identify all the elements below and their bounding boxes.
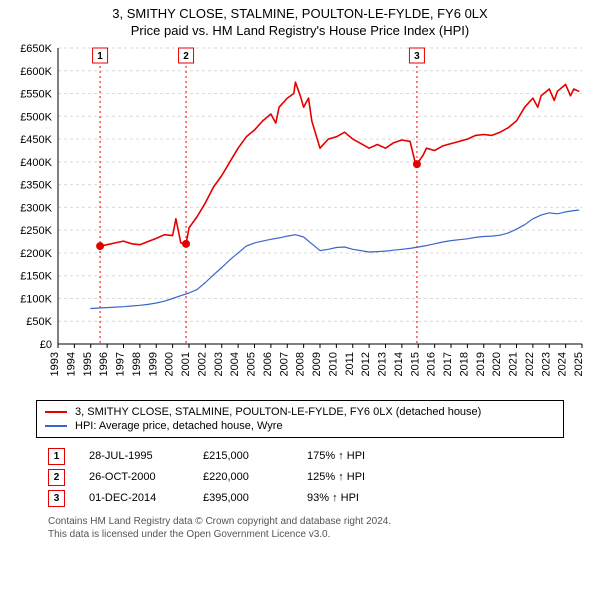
y-tick-label: £150K <box>20 270 52 282</box>
x-tick-label: 2001 <box>180 352 192 376</box>
event-row: 1 28-JUL-1995 £215,000 175% ↑ HPI <box>48 446 590 467</box>
event-marker-box: 3 <box>48 490 65 507</box>
event-marker-box: 1 <box>48 448 65 465</box>
x-tick-label: 1995 <box>82 352 94 376</box>
chart-container: £0 £50K £100K £150K £200K £250K £300K £350K £400… <box>10 44 590 394</box>
event-row: 2 26-OCT-2000 £220,000 125% ↑ HPI <box>48 467 590 488</box>
y-tick-label: £100K <box>20 293 52 305</box>
x-tick-label: 2014 <box>393 352 405 376</box>
x-tick-label: 2003 <box>213 352 225 376</box>
x-tick-label: 1997 <box>115 352 127 376</box>
legend-item-hpi: HPI: Average price, detached house, Wyre <box>45 419 555 433</box>
x-tick-label: 2013 <box>377 352 389 376</box>
x-tick-label: 2004 <box>229 352 241 376</box>
event-price: £215,000 <box>203 450 283 462</box>
title-line1: 3, SMITHY CLOSE, STALMINE, POULTON-LE-FY… <box>10 6 590 23</box>
x-tick-label: 2008 <box>295 352 307 376</box>
event-row: 3 01-DEC-2014 £395,000 93% ↑ HPI <box>48 488 590 509</box>
event-price: £220,000 <box>203 471 283 483</box>
legend-swatch-hpi <box>45 425 67 427</box>
legend-label-property: 3, SMITHY CLOSE, STALMINE, POULTON-LE-FY… <box>75 406 481 418</box>
x-tick-label: 2016 <box>426 352 438 376</box>
attribution-line1: Contains HM Land Registry data © Crown c… <box>48 515 590 528</box>
event-delta: 175% ↑ HPI <box>307 450 427 462</box>
x-tick-label: 2009 <box>311 352 323 376</box>
y-tick-label: £500K <box>20 111 52 123</box>
x-tick-label: 2012 <box>360 352 372 376</box>
x-tick-label: 1999 <box>147 352 159 376</box>
x-tick-label: 2019 <box>475 352 487 376</box>
event-date: 26-OCT-2000 <box>89 471 179 483</box>
x-tick-label: 2015 <box>409 352 421 376</box>
y-tick-label: £250K <box>20 225 52 237</box>
x-tick-label: 2010 <box>327 352 339 376</box>
legend-item-property: 3, SMITHY CLOSE, STALMINE, POULTON-LE-FY… <box>45 405 555 419</box>
x-tick-label: 2017 <box>442 352 454 376</box>
legend: 3, SMITHY CLOSE, STALMINE, POULTON-LE-FY… <box>36 400 564 438</box>
x-tick-label: 1996 <box>98 352 110 376</box>
x-tick-label: 2000 <box>164 352 176 376</box>
x-tick-label: 2021 <box>508 352 520 376</box>
x-tick-label: 2024 <box>557 352 569 376</box>
series-hpi <box>91 210 579 308</box>
x-tick-label: 1993 <box>49 352 61 376</box>
attribution-line2: This data is licensed under the Open Gov… <box>48 528 590 541</box>
x-tick-label: 2025 <box>573 352 585 376</box>
events-table: 1 28-JUL-1995 £215,000 175% ↑ HPI 2 26-OCT-20… <box>48 446 590 509</box>
line-chart: £0 £50K £100K £150K £200K £250K £300K £350K £400… <box>10 44 590 394</box>
chart-title: 3, SMITHY CLOSE, STALMINE, POULTON-LE-FY… <box>10 6 590 40</box>
y-tick-label: £350K <box>20 179 52 191</box>
x-tick-label: 2020 <box>491 352 503 376</box>
x-tick-label: 2022 <box>524 352 536 376</box>
event-marker-box: 2 <box>48 469 65 486</box>
legend-swatch-property <box>45 411 67 413</box>
x-tick-label: 2018 <box>458 352 470 376</box>
series-property <box>100 82 579 246</box>
y-tick-label: £50K <box>26 316 52 328</box>
event-marker-number: 2 <box>183 51 189 62</box>
event-delta: 125% ↑ HPI <box>307 471 427 483</box>
y-tick-label: £600K <box>20 66 52 78</box>
legend-label-hpi: HPI: Average price, detached house, Wyre <box>75 420 283 432</box>
x-tick-label: 2005 <box>246 352 258 376</box>
event-marker-number: 1 <box>97 51 103 62</box>
event-date: 01-DEC-2014 <box>89 492 179 504</box>
y-tick-label: £0 <box>40 339 52 351</box>
x-tick-label: 2007 <box>278 352 290 376</box>
x-tick-label: 1994 <box>65 352 77 376</box>
y-tick-label: £400K <box>20 157 52 169</box>
attribution: Contains HM Land Registry data © Crown c… <box>48 515 590 541</box>
y-tick-label: £650K <box>20 44 52 55</box>
event-price: £395,000 <box>203 492 283 504</box>
x-tick-label: 1998 <box>131 352 143 376</box>
event-delta: 93% ↑ HPI <box>307 492 427 504</box>
y-tick-label: £450K <box>20 134 52 146</box>
y-tick-label: £200K <box>20 248 52 260</box>
x-tick-label: 2002 <box>196 352 208 376</box>
x-tick-label: 2006 <box>262 352 274 376</box>
title-line2: Price paid vs. HM Land Registry's House … <box>10 23 590 40</box>
y-tick-label: £300K <box>20 202 52 214</box>
x-tick-label: 2011 <box>344 352 356 376</box>
x-tick-label: 2023 <box>540 352 552 376</box>
y-tick-label: £550K <box>20 88 52 100</box>
event-marker-number: 3 <box>414 51 420 62</box>
event-date: 28-JUL-1995 <box>89 450 179 462</box>
page: { "title": { "line1": "3, SMITHY CLOSE, … <box>0 0 600 590</box>
